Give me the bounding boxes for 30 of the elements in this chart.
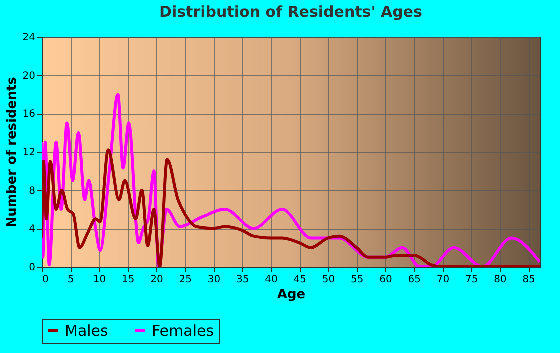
x-tick-label: 70 [436,274,450,286]
y-axis-title: Number of residents [4,76,20,228]
y-tick-label: 4 [29,224,36,236]
x-tick-label: 75 [465,274,478,286]
y-tick-label: 0 [29,262,36,274]
x-tick-label: 65 [408,274,421,286]
x-tick-label: 50 [322,274,336,286]
x-tick-label: 25 [179,274,192,286]
y-tick-label: 12 [22,148,36,158]
x-tick-label: 5 [68,274,74,286]
x-tick-label: 35 [236,274,250,286]
chart-title: Distribution of Residents' Ages [160,3,423,21]
x-tick-label: 20 [150,274,164,286]
x-axis-title: Age [277,288,306,302]
x-tick-label: 85 [522,274,536,286]
y-tick-label: 20 [22,70,36,82]
x-tick-label: 60 [380,274,392,286]
x-tick-label: 10 [93,274,106,286]
legend-label: Females [152,322,214,340]
y-tick-label: 8 [29,186,36,197]
x-tick-label: 45 [294,274,306,286]
x-tick-label: 30 [208,274,221,286]
x-tick-label: 55 [350,274,364,286]
legend-label: Males [65,322,109,340]
x-tick-label: 0 [42,274,49,286]
x-tick-label: 15 [122,274,135,286]
y-tick-label: 24 [22,32,36,44]
y-tick-label: 16 [22,109,36,120]
x-tick-label: 40 [265,274,278,286]
x-tick-label: 80 [494,274,507,286]
